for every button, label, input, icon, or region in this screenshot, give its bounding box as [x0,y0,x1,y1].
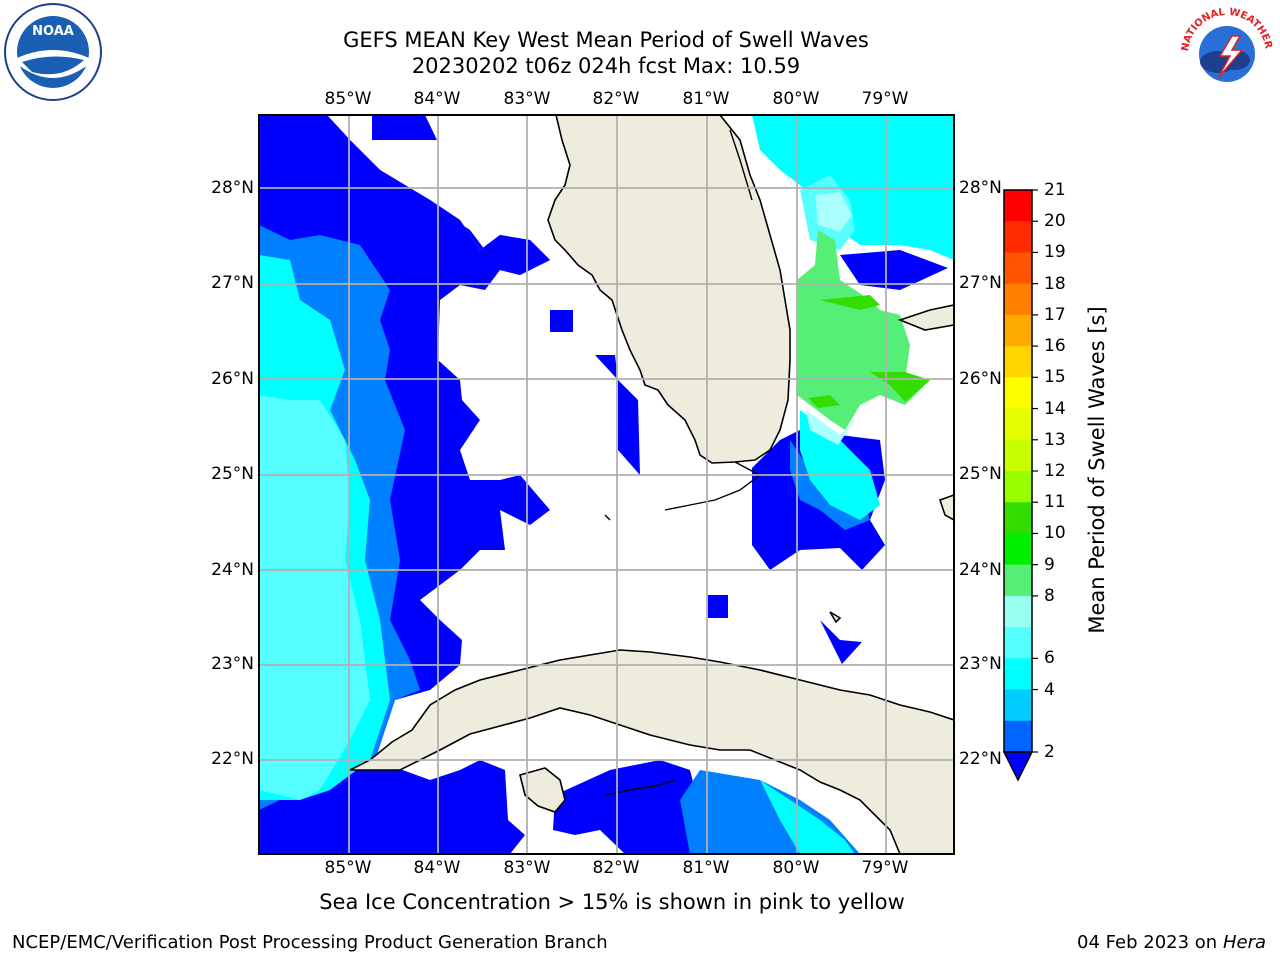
colorbar-segment [1004,221,1032,253]
lon-label-bottom: 84°W [413,858,461,878]
nws-logo: NATIONAL WEATHER SERVICE [1176,2,1275,100]
colorbar-segment [1004,252,1032,285]
land-bahamas [829,304,955,624]
colorbar-label: Mean Period of Swell Waves [s] [1085,306,1109,634]
colorbar-tick-label: 21 [1044,180,1066,200]
colorbar-segment [1004,190,1032,222]
colorbar-segment [1004,564,1032,597]
colorbar-segment [1004,377,1032,410]
colorbar-tick-label: 12 [1044,461,1066,481]
lat-label-right: 22°N [959,749,1002,769]
lat-label-left: 28°N [211,178,254,198]
colorbar-segment [1004,658,1032,691]
lon-label-top: 82°W [592,89,640,109]
colorbar-segment [1004,595,1032,628]
lon-label-bottom: 83°W [503,858,551,878]
map-subtitle: 20230202 t06z 024h fcst Max: 10.59 [411,54,801,78]
lon-label-bottom: 85°W [324,858,372,878]
colorbar-tick-label: 18 [1044,273,1066,294]
colorbar-segment [1004,314,1032,347]
lon-label-bottom: 81°W [682,858,730,878]
lat-label-right: 25°N [959,464,1002,484]
lon-label-bottom: 82°W [592,858,640,878]
colorbar-tick-label: 13 [1044,429,1066,450]
graticule [259,115,954,854]
colorbar-segment [1004,720,1032,753]
noaa-logo: NOAA [4,3,102,101]
colorbar-segment [1004,627,1032,659]
sea-ice-note: Sea Ice Concentration > 15% is shown in … [319,890,905,914]
colorbar-segment [1004,439,1032,472]
map-frame [258,114,955,855]
lon-label-top: 80°W [772,89,820,109]
lat-label-right: 27°N [959,273,1002,293]
lon-label-top: 79°W [861,89,909,109]
colorbar-segment [1004,502,1032,534]
lon-label-top: 85°W [324,89,372,109]
colorbar-tick-label: 19 [1044,242,1066,263]
colorbar-segment [1004,471,1032,503]
lat-label-right: 26°N [959,369,1002,389]
lat-label-left: 25°N [211,464,254,484]
lon-label-top: 83°W [503,89,551,109]
colorbar [1002,189,1038,782]
colorbar-tick-label: 2 [1044,742,1055,762]
colorbar-tick-label: 15 [1044,367,1066,388]
colorbar-tick-label: 9 [1044,554,1055,575]
colorbar-segment [1004,408,1032,441]
footer-machine: Hera [1222,932,1266,953]
lat-label-right: 24°N [959,560,1002,580]
footer-date: 04 Feb 2023 on Hera [1077,932,1266,953]
lat-label-left: 23°N [211,654,254,674]
colorbar-tick-label: 16 [1044,336,1066,357]
lon-label-bottom: 79°W [861,858,909,878]
colorbar-tick-label: 4 [1044,679,1055,700]
lat-label-right: 28°N [959,178,1002,198]
svg-text:NOAA: NOAA [32,24,74,39]
map-title: GEFS MEAN Key West Mean Period of Swell … [343,28,869,52]
lat-label-left: 27°N [211,273,254,293]
land-florida [547,114,791,464]
colorbar-segment [1004,346,1032,378]
colorbar-segment [1004,533,1032,566]
footer-credit: NCEP/EMC/Verification Post Processing Pr… [12,932,608,953]
lon-label-top: 84°W [413,89,461,109]
lon-label-top: 81°W [682,89,730,109]
footer-date-text: 04 Feb 2023 on [1077,932,1218,953]
colorbar-tick-label: 8 [1044,585,1055,606]
colorbar-tick-label: 14 [1044,398,1066,419]
lat-label-left: 22°N [211,749,254,769]
lat-label-right: 23°N [959,654,1002,674]
colorbar-tick-label: 17 [1044,304,1066,325]
lat-label-left: 24°N [211,560,254,580]
lat-label-left: 26°N [211,369,254,389]
colorbar-tick-label: 10 [1044,523,1066,544]
colorbar-segment [1004,689,1032,722]
colorbar-tick-label: 20 [1044,211,1066,232]
colorbar-segment [1004,283,1032,316]
colorbar-tick-label: 11 [1044,492,1066,513]
lon-label-bottom: 80°W [772,858,820,878]
colorbar-tick-label: 6 [1044,648,1055,669]
